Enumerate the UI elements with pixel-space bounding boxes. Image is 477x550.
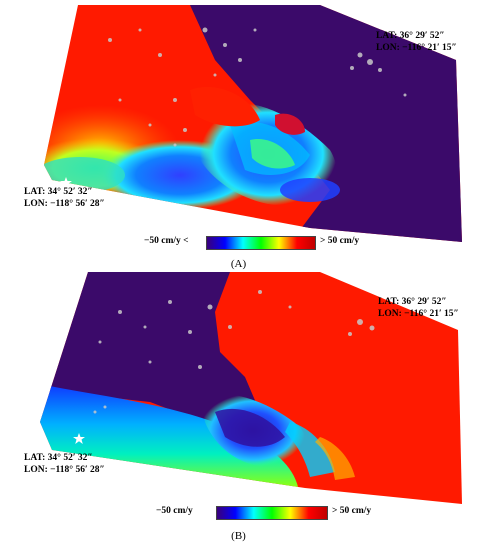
colorbar-a: −50 cm/y < > 50 cm/y — [0, 236, 477, 252]
colorbar-gradient — [216, 506, 328, 520]
deformation-map-b — [40, 272, 462, 504]
caption-b: (B) — [231, 530, 246, 542]
reference-star-icon — [60, 177, 72, 188]
sw-latitude: LAT: 34° 52′ 32″ — [24, 453, 93, 463]
caption-a: (A) — [230, 258, 247, 270]
sw-longitude: LON: −118° 56′ 28″ — [24, 465, 105, 475]
ne-latitude: LAT: 36° 29′ 52″ — [378, 297, 447, 307]
colorbar-max-label: > 50 cm/y — [332, 506, 372, 516]
colorbar-min-label: −50 cm/y < — [144, 236, 189, 246]
reference-star-icon — [73, 433, 85, 444]
deformation-map-a — [44, 5, 462, 242]
sw-latitude: LAT: 34° 52′ 32″ — [24, 187, 93, 197]
panel-a: LAT: 36° 29′ 52″ LON: −116° 21′ 15″ LAT:… — [0, 0, 477, 272]
colorbar-min-label: −50 cm/y — [156, 506, 193, 516]
panel-b: LAT: 36° 29′ 52″ LON: −116° 21′ 15″ LAT:… — [0, 272, 477, 550]
ne-corner-coordinates: LAT: 36° 29′ 52″ LON: −116° 21′ 15″ — [378, 296, 459, 320]
ne-longitude: LON: −116° 21′ 15″ — [376, 43, 457, 53]
colorbar-max-label: > 50 cm/y — [320, 236, 360, 246]
sw-corner-coordinates: LAT: 34° 52′ 32″ LON: −118° 56′ 28″ — [24, 186, 105, 210]
colorbar-b: −50 cm/y > 50 cm/y — [0, 506, 477, 522]
sw-corner-coordinates: LAT: 34° 52′ 32″ LON: −118° 56′ 28″ — [24, 452, 105, 476]
ne-corner-coordinates: LAT: 36° 29′ 52″ LON: −116° 21′ 15″ — [376, 30, 457, 54]
colorbar-gradient — [206, 236, 316, 250]
ne-latitude: LAT: 36° 29′ 52″ — [376, 31, 445, 41]
sw-longitude: LON: −118° 56′ 28″ — [24, 199, 105, 209]
ne-longitude: LON: −116° 21′ 15″ — [378, 309, 459, 319]
